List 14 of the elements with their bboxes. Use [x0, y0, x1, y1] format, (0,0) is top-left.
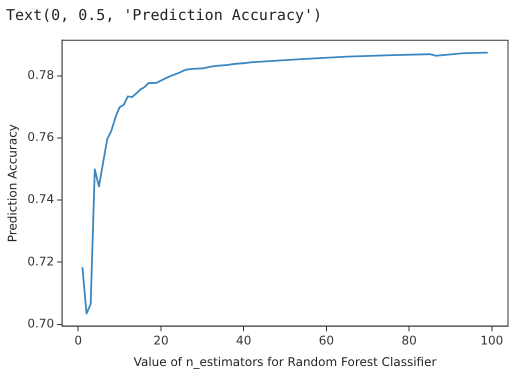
x-tick-label: 80: [402, 334, 417, 348]
x-tick-label: 100: [480, 334, 504, 348]
y-tick-label: 0.76: [27, 130, 54, 144]
x-tick-label: 0: [74, 334, 82, 348]
y-tick-label: 0.70: [27, 316, 54, 330]
x-tick-label: 60: [318, 334, 334, 348]
y-tick-label: 0.72: [27, 254, 54, 268]
y-axis-title: Prediction Accuracy: [5, 124, 20, 242]
x-tick-label: 40: [236, 334, 252, 348]
x-tick-label: 20: [153, 334, 169, 348]
y-tick-label: 0.78: [27, 68, 54, 82]
x-axis-title: Value of n_estimators for Random Forest Classifier: [134, 354, 436, 369]
y-tick-label: 0.74: [27, 192, 54, 206]
text: Text(0, 0.5, 'Prediction Accuracy'): [5, 5, 324, 26]
